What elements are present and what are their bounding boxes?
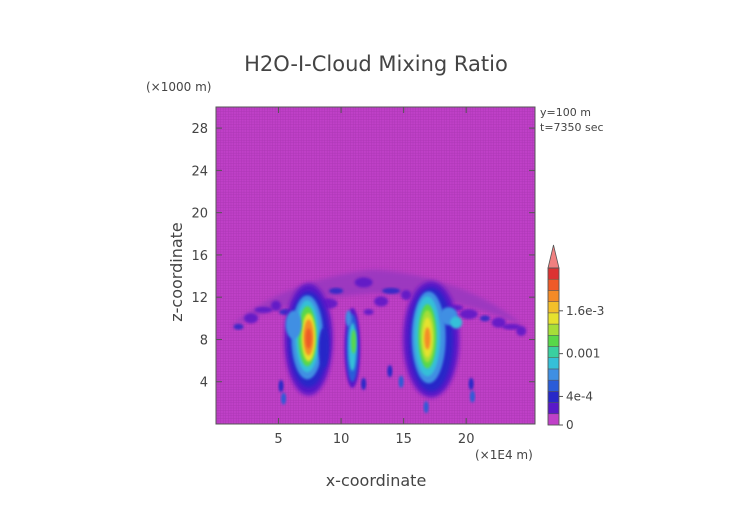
cloud-cell <box>271 300 282 311</box>
cloud-cell <box>502 323 521 330</box>
colorbar-tick-label: 4e-4 <box>566 389 593 403</box>
plot-frame <box>215 106 536 425</box>
colorbar-frame <box>547 267 560 426</box>
y-tick-label: 28 <box>191 122 208 137</box>
cloud-cell <box>468 377 474 390</box>
y-tick-label: 20 <box>191 207 208 222</box>
cloud-cell <box>423 401 429 414</box>
colorbar-swatch <box>547 368 560 381</box>
colorbar-swatch <box>547 290 560 302</box>
cloud-cell <box>479 315 490 322</box>
cloud-cell <box>450 316 463 329</box>
cloud-cell <box>329 287 344 294</box>
colorbar-tick-label: 1.6e-3 <box>566 304 604 318</box>
colorbar-swatch <box>547 323 560 336</box>
cloud-cell <box>459 309 478 320</box>
colorbar-tick-label: 0.001 <box>566 347 600 361</box>
cloud-cell <box>233 323 244 330</box>
cloud-cell <box>398 375 404 388</box>
cloud-cell <box>254 306 273 313</box>
colorbar-swatch <box>547 301 560 314</box>
cloud-cell <box>374 296 389 307</box>
cloud-cell <box>278 379 284 392</box>
cloud-cell <box>361 377 367 390</box>
colorbar-swatch <box>547 379 560 392</box>
colorbar-swatch <box>547 267 560 280</box>
x-axis-unit: (×1E4 m) <box>475 448 533 462</box>
cloud-cell <box>244 313 259 324</box>
y-tick-label: 16 <box>191 249 208 264</box>
colorbar-swatch <box>547 413 560 426</box>
y-axis-label: z-coordinate <box>167 222 186 322</box>
x-ticks: 5 10 15 20 <box>274 107 474 447</box>
y-tick-label: 8 <box>200 333 208 348</box>
cloud-cell <box>351 329 357 354</box>
cloud-cell <box>382 287 401 294</box>
colorbar-arrow <box>547 244 560 269</box>
y-tick-label: 24 <box>191 164 208 179</box>
y-tick-label: 4 <box>200 376 208 391</box>
cloud-cell <box>491 317 506 328</box>
y-tick-label: 12 <box>191 291 208 306</box>
x-tick-label: 15 <box>395 432 412 447</box>
cloud-cell <box>424 327 431 350</box>
anvil-band <box>231 269 527 329</box>
cloud-cell <box>363 308 374 315</box>
cloud-cell <box>401 290 412 301</box>
x-tick-label: 20 <box>458 432 475 447</box>
colorbar-swatch <box>547 402 560 415</box>
chart-title: H2O-I-Cloud Mixing Ratio <box>244 52 508 76</box>
cloud-cell <box>345 310 352 327</box>
plot-background <box>215 106 536 425</box>
y-ticks: 4 8 12 16 20 24 28 <box>191 122 535 391</box>
colorbar-swatch <box>547 312 560 325</box>
info-t: t=7350 sec <box>540 121 604 134</box>
colorbar-swatch <box>547 335 560 347</box>
colorbar-swatch <box>547 346 560 358</box>
cloud-field <box>231 269 527 414</box>
x-axis-label: x-coordinate <box>326 471 427 490</box>
x-tick-label: 5 <box>274 432 282 447</box>
cloud-cell <box>318 327 329 368</box>
info-y: y=100 m <box>540 106 591 119</box>
colorbar-swatch <box>547 278 560 291</box>
cloud-cell <box>285 310 302 339</box>
cloud-cell <box>469 390 475 403</box>
y-axis-unit: (×1000 m) <box>146 80 211 94</box>
colorbar-swatch <box>547 391 560 403</box>
cloud-cell <box>354 277 373 288</box>
colorbar-tick-label: 0 <box>566 418 574 432</box>
cloud-cell <box>387 365 393 378</box>
cloud-cell <box>305 328 312 349</box>
colorbar: 1.6e-3 0.001 4e-4 0 <box>547 244 604 432</box>
cloud-cell <box>281 392 287 405</box>
x-tick-label: 10 <box>333 432 350 447</box>
cloud-cell <box>516 326 527 337</box>
colorbar-swatch <box>547 357 560 370</box>
